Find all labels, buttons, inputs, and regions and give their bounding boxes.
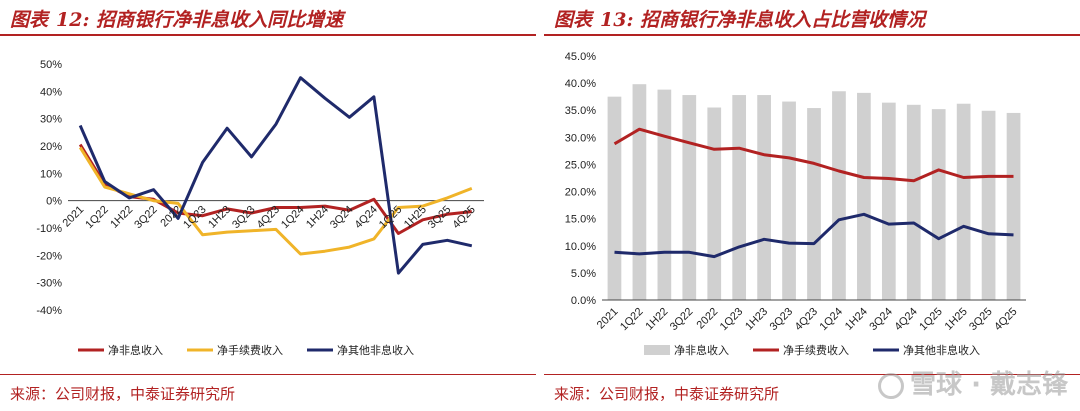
source-bar: 来源：公司财报，中泰证券研究所: [0, 374, 536, 411]
left-panel: 图表 12: 招商银行净非息收入同比增速 50% 40% 30% 20% 10% 0% -10…: [0, 0, 536, 410]
bar: [981, 110, 996, 301]
x-tick-label: 3Q23: [768, 306, 796, 334]
series-line: [78, 146, 473, 256]
snowball-logo-icon: [878, 372, 905, 399]
bar: [1006, 112, 1021, 300]
bar: [757, 95, 771, 300]
y-tick-label: 25.0%: [565, 159, 596, 171]
bar: [682, 95, 697, 300]
revenue-share-bar-line-chart: 45.0% 40.0% 35.0% 30.0% 25.0% 20.0% 15.0% 10.0%…: [565, 51, 1026, 357]
x-tick-label: 4Q25: [450, 204, 478, 232]
bar: [607, 96, 622, 300]
y-tick-label: 50%: [40, 59, 62, 71]
y-tick-label: -40%: [36, 305, 62, 317]
figure-number: 12:: [56, 9, 90, 31]
y-tick-label: 35.0%: [565, 105, 596, 117]
y-tick-label: 10%: [40, 168, 62, 180]
legend-label: 净手续费收入: [783, 343, 849, 357]
x-tick-label: 1H24: [843, 306, 870, 333]
y-tick-label: -30%: [36, 278, 62, 290]
y-tick-label: 30.0%: [565, 132, 596, 144]
bar: [931, 109, 946, 300]
x-tick-label: 1H22: [108, 204, 135, 231]
legend-label: 净其他非息收入: [337, 343, 414, 357]
title-bar: 图表 13: 招商银行净非息收入占比营收情况: [544, 0, 1080, 36]
x-tick-label: 4Q25: [992, 306, 1020, 334]
y-tick-label: 40%: [40, 86, 62, 98]
y-tick-label: 20%: [40, 141, 62, 153]
x-tick-label: 1Q24: [818, 306, 846, 334]
x-tick-label: 1H23: [743, 306, 770, 333]
y-tick-label: -10%: [36, 223, 62, 235]
x-tick-label: 3Q22: [668, 306, 696, 334]
series-line: [613, 127, 1014, 183]
series-line: [78, 76, 473, 275]
bar: [782, 101, 796, 301]
x-tick-label: 1Q25: [917, 306, 945, 334]
x-tick-label: 1Q22: [83, 204, 111, 232]
series-line: [614, 212, 1014, 259]
bar: [807, 108, 821, 300]
bar: [657, 89, 672, 300]
bar: [632, 84, 647, 300]
y-tick-label: 10.0%: [565, 241, 596, 253]
x-tick-label: 4Q23: [793, 306, 821, 334]
legend-swatch: [644, 345, 670, 355]
watermark: 雪球 · 戴志锋: [878, 364, 1068, 401]
source-note: 来源：公司财报，中泰证券研究所: [10, 385, 236, 403]
y-tick-label: -20%: [36, 250, 62, 262]
x-tick-label: 3Q25: [967, 306, 995, 334]
title-bar: 图表 12: 招商银行净非息收入同比增速: [0, 0, 536, 36]
bar: [732, 95, 747, 300]
watermark-text: 雪球 · 戴志锋: [910, 370, 1068, 400]
y-tick-label: 0%: [46, 196, 62, 208]
x-tick-label: 2021: [61, 204, 87, 230]
bar: [881, 102, 896, 301]
legend-label: 净非息收入: [674, 343, 729, 357]
x-tick-label: 1H23: [206, 204, 233, 231]
source-note: 来源：公司财报，中泰证券研究所: [554, 385, 780, 403]
bar: [707, 107, 722, 300]
x-tick-label: 3Q23: [230, 204, 258, 232]
x-tick-label: 1Q22: [618, 306, 646, 334]
x-tick-label: 4Q24: [892, 306, 920, 334]
x-tick-label: 1H22: [643, 306, 670, 333]
figure-title: 招商银行净非息收入占比营收情况: [640, 9, 926, 31]
figure-number: 13:: [600, 9, 634, 31]
legend-label: 净手续费收入: [217, 343, 283, 357]
right-panel: 图表 13: 招商银行净非息收入占比营收情况 45.0% 40.0% 35.0% 30.…: [544, 0, 1080, 410]
y-tick-label: 0.0%: [571, 295, 596, 307]
y-tick-label: 30%: [40, 114, 62, 126]
x-tick-label: 1H25: [943, 306, 970, 333]
legend-label: 净其他非息收入: [903, 343, 980, 357]
figure-title: 招商银行净非息收入同比增速: [96, 9, 344, 31]
x-tick-label: 2021: [595, 306, 621, 332]
source-bar: 来源：公司财报，中泰证券研究所: [544, 374, 1080, 411]
x-tick-label: 3Q22: [132, 204, 160, 232]
x-tick-label: 2022: [695, 306, 721, 332]
figure-label: 图表: [554, 9, 593, 31]
y-tick-label: 20.0%: [565, 187, 596, 199]
yoy-growth-line-chart: 50% 40% 30% 20% 10% 0% -10% -20% -30% -40% 20211Q2…: [36, 59, 484, 357]
y-tick-label: 5.0%: [571, 268, 596, 280]
bar: [956, 103, 971, 301]
figure-label: 图表: [10, 9, 49, 31]
chart-title: 图表 12: 招商银行净非息收入同比增速: [10, 5, 343, 32]
bar: [832, 91, 846, 300]
bar: [857, 92, 871, 300]
legend-label: 净非息收入: [108, 343, 163, 357]
y-tick-label: 40.0%: [565, 78, 596, 90]
x-tick-label: 3Q25: [426, 204, 454, 232]
chart-title: 图表 13: 招商银行净非息收入占比营收情况: [554, 5, 925, 32]
y-tick-label: 45.0%: [565, 51, 596, 63]
x-tick-label: 1Q23: [718, 306, 746, 334]
bar: [906, 104, 921, 300]
x-tick-label: 3Q24: [867, 306, 895, 334]
y-tick-label: 15.0%: [565, 214, 596, 226]
